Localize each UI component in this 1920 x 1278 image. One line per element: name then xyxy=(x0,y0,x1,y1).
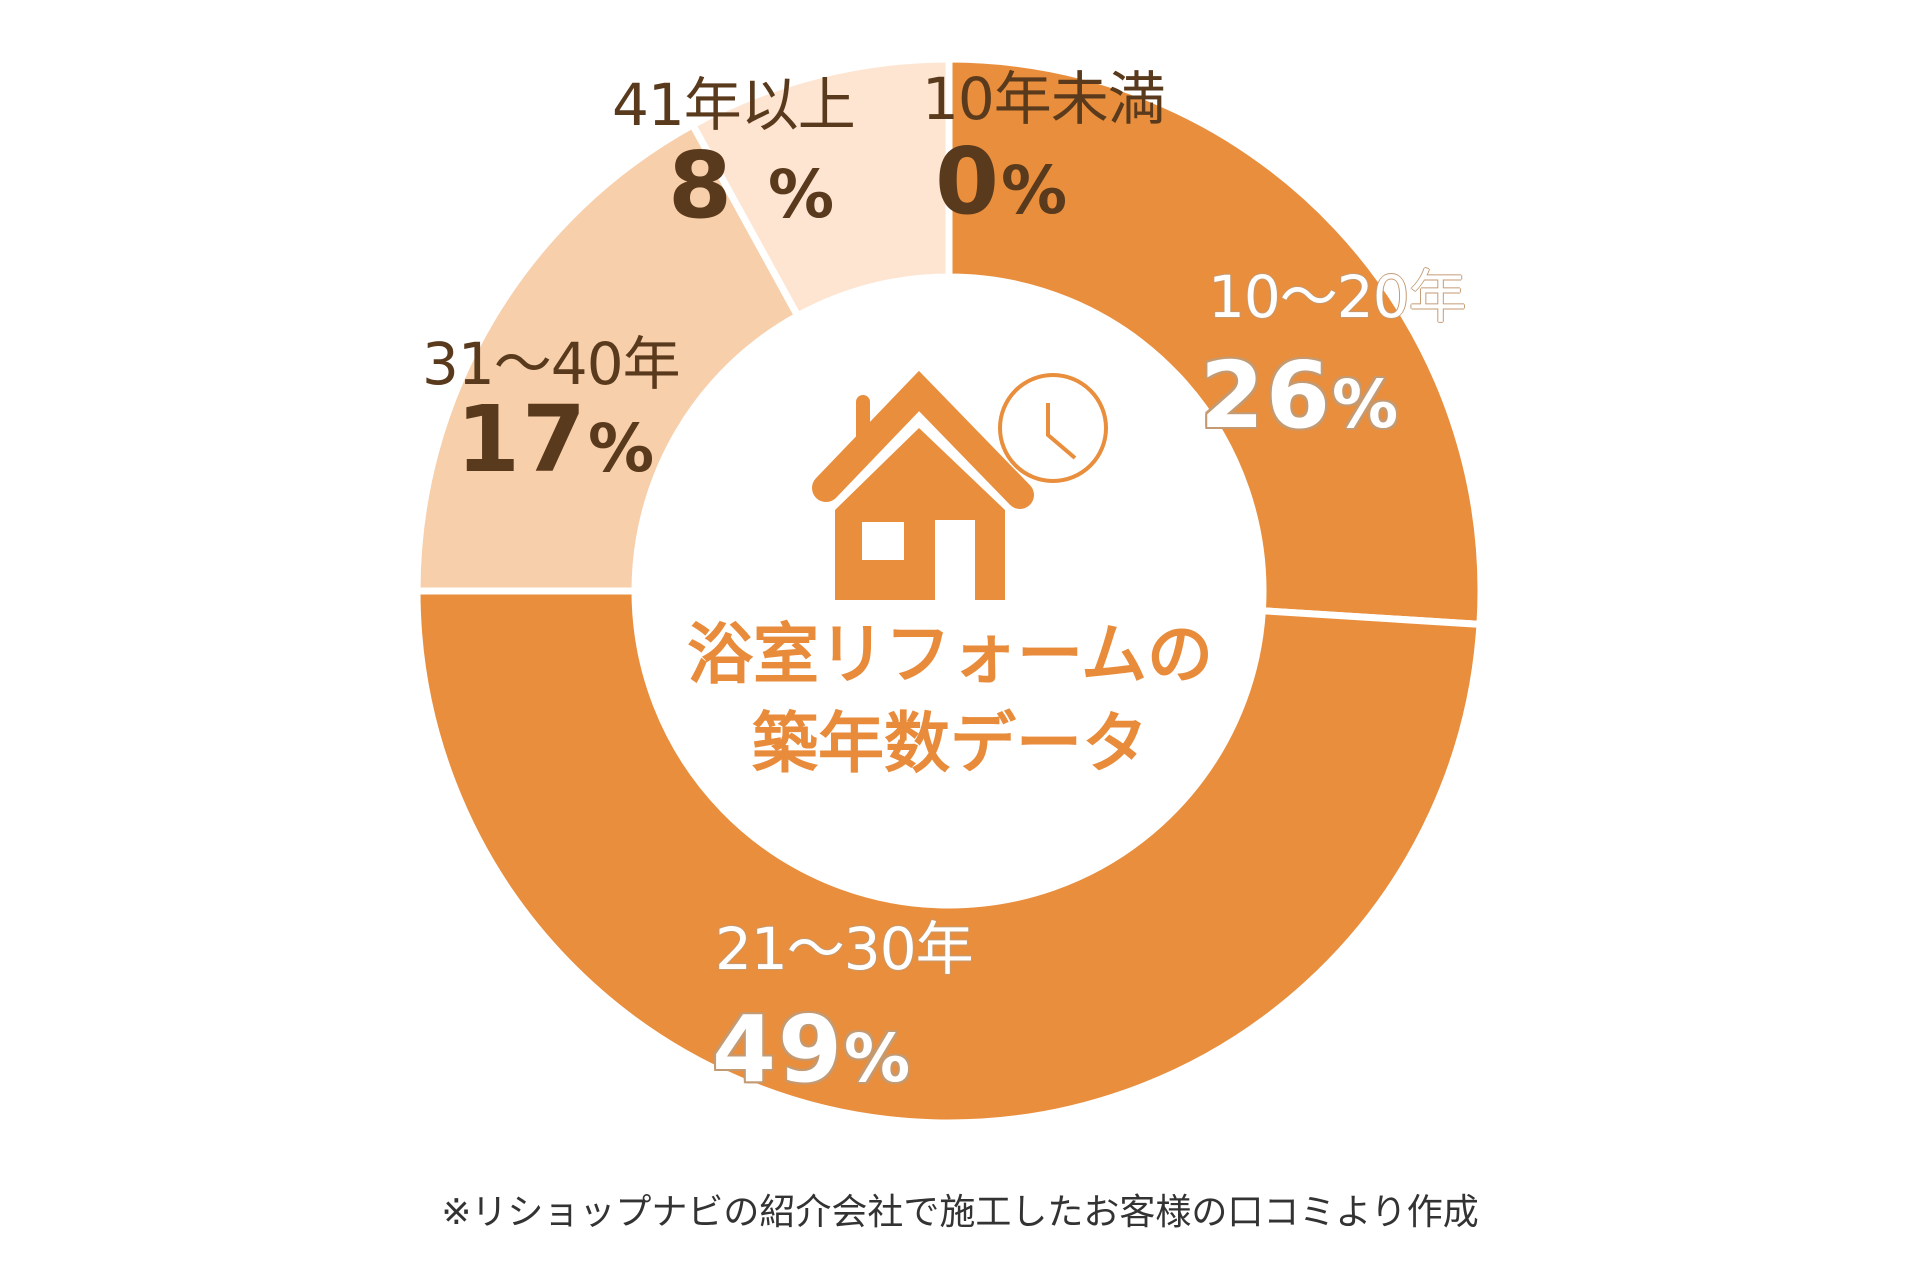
percent-sign: % xyxy=(768,156,837,233)
donut-slice xyxy=(413,587,1484,1127)
label-percent-41plus: 8 % xyxy=(668,140,836,232)
label-percent-10to20: 26% xyxy=(1200,350,1400,442)
percent-sign: % xyxy=(588,410,657,487)
label-category-21to30: 21〜30年 xyxy=(715,915,974,983)
donut-slices xyxy=(413,55,1485,1127)
chart-title-line1: 浴室リフォームの xyxy=(686,616,1214,693)
label-percent-under10: 0% xyxy=(935,136,1069,228)
chart-title-line2: 築年数データ xyxy=(752,705,1148,783)
footnote: ※リショップナビの紹介会社で施工したお客様の口コミより作成 xyxy=(441,1192,1479,1233)
percent-value: 26 xyxy=(1200,342,1333,449)
percent-value: 0 xyxy=(935,128,1002,235)
percent-value: 17 xyxy=(456,386,589,493)
percent-sign: % xyxy=(1332,366,1401,443)
clock-icon xyxy=(998,373,1108,483)
percent-sign: % xyxy=(1001,152,1070,229)
house-icon xyxy=(812,370,1034,600)
donut-slice xyxy=(413,120,803,595)
percent-value: 49 xyxy=(712,996,845,1103)
label-category-under10: 10年未満 xyxy=(922,65,1166,133)
label-category-31to40: 31〜40年 xyxy=(422,330,681,398)
donut-slice xyxy=(687,55,953,321)
label-percent-31to40: 17% xyxy=(456,394,656,486)
label-percent-21to30: 49% xyxy=(712,1004,912,1096)
label-category-41plus: 41年以上 xyxy=(612,71,856,139)
house-with-clock-icon xyxy=(812,370,1108,600)
donut-slice xyxy=(945,55,1485,629)
chart-title: 浴室リフォームの 築年数データ xyxy=(650,610,1250,788)
percent-value: 8 xyxy=(668,132,769,239)
percent-sign: % xyxy=(844,1020,913,1097)
label-category-10to20: 10〜20年 xyxy=(1208,263,1467,331)
